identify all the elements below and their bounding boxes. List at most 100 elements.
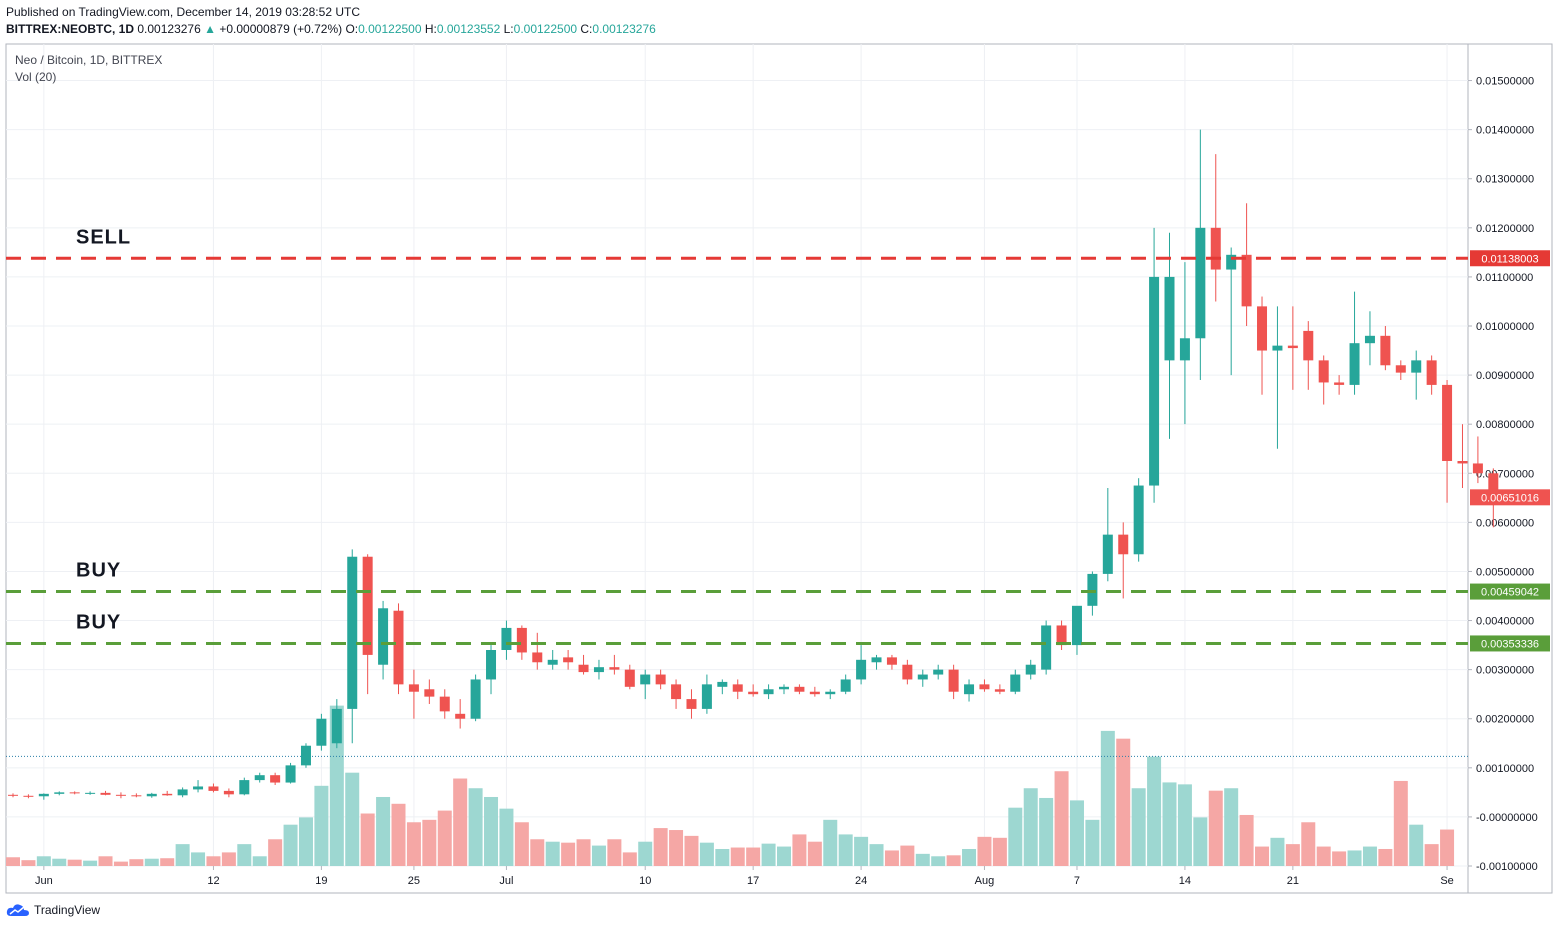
volume-bar [1440,829,1455,866]
volume-bar [1393,780,1408,866]
buy-level-label: BUY [76,560,121,582]
candle-body [1241,254,1252,307]
candle-body [640,674,651,685]
candle-body [1442,384,1453,461]
price-tick-label: 0.00100000 [1476,763,1534,775]
volume-bar [98,856,113,866]
candle-body [316,718,327,746]
volume-bar [699,842,714,866]
volume-bar [1147,756,1162,866]
candle-body [146,793,157,797]
volume-bar [67,859,82,866]
legend-title[interactable]: Neo / Bitcoin, 1D, BITTREX [15,53,163,67]
volume-bar [777,846,791,866]
candle-body [1164,276,1175,361]
time-tick-label: 12 [207,875,219,887]
candle-body [1303,330,1314,361]
cloud-icon [6,904,29,916]
price-tick-label: 0.01000000 [1476,321,1534,333]
candle-body [1364,335,1375,344]
legend-volume[interactable]: Vol (20) [15,70,57,84]
candle-body [1334,382,1345,385]
price-tick-label: 0.00700000 [1476,468,1534,480]
candle-body [408,684,419,692]
volume-bar [1008,807,1023,866]
chart-frame [5,43,1553,894]
candle-body [1041,625,1052,670]
price-tick-label: 0.00300000 [1476,665,1534,677]
candle-body [979,684,990,690]
volume-bar [1177,784,1192,866]
candle-body [254,775,265,781]
candle-body [794,686,805,692]
candle-body [902,664,913,680]
published-line: Published on TradingView.com, December 1… [6,5,360,19]
volume-bar [761,843,776,866]
volume-bar [730,847,745,866]
volume-bar [252,856,267,866]
volume-bar [437,810,452,866]
volume-bar [1285,844,1300,866]
candle-body [69,792,80,794]
candle-body [609,667,620,670]
volume-bar [191,852,206,866]
volume-bar [83,860,98,866]
close-value: 0.00123276 [592,22,656,36]
volume-bar [345,772,360,866]
volume-bar [52,858,67,866]
candle-body [239,780,250,795]
candle-body [193,786,204,790]
volume-bar [1301,822,1316,866]
buy-price-tag [1470,635,1550,652]
candle-body [871,657,882,663]
candle-body [1472,463,1483,474]
low-label: L: [503,22,514,36]
volume-bar [545,841,560,866]
volume-bar [468,788,483,866]
candle-body [1102,534,1113,574]
candle-body [1010,674,1021,692]
volume-bar [962,848,977,866]
tradingview-logo[interactable]: TradingView [6,903,100,917]
symbol-quote-line: BITTREX:NEOBTC, 1D 0.00123276 ▲ +0.00000… [6,22,656,36]
price-tick-label: 0.00200000 [1476,714,1534,726]
candle-body [917,674,928,680]
price-tick-label: 0.00800000 [1476,419,1534,431]
volume-bar [1193,817,1208,866]
candle-body [563,657,574,663]
volume-bar [160,858,175,866]
price-tick-label: 0.01100000 [1476,272,1533,284]
volume-bar [977,836,992,866]
candle-body [223,790,234,795]
candle-body [779,686,789,690]
candle-body [38,793,49,797]
volume-bar [1162,782,1177,866]
volume-bar [1378,848,1393,866]
candle-body [763,689,774,695]
volume-bar [499,808,514,866]
candle-body [23,795,34,797]
volume-bar [900,845,915,866]
volume-bar [653,828,668,866]
volume-bar [453,778,468,866]
open-label: O: [345,22,359,36]
candle-body [1118,534,1129,555]
candle-body [547,659,558,665]
time-tick-label: 10 [639,875,651,887]
price-tick-label: -0.00000000 [1476,812,1538,824]
candle-body [8,794,18,796]
price-tick-label: 0.00400000 [1476,616,1534,628]
volume-bar [175,844,190,866]
volume-bar [931,856,946,866]
volume-bar [591,845,606,866]
close-label: C: [580,22,593,36]
volume-bar [1347,850,1362,866]
volume-bar [1100,730,1115,866]
volume-bar [329,705,344,866]
volume-bar [360,813,375,866]
volume-bar [391,803,406,866]
candle-body [470,679,481,719]
volume-bar [484,796,499,866]
volume-bar [561,842,576,866]
